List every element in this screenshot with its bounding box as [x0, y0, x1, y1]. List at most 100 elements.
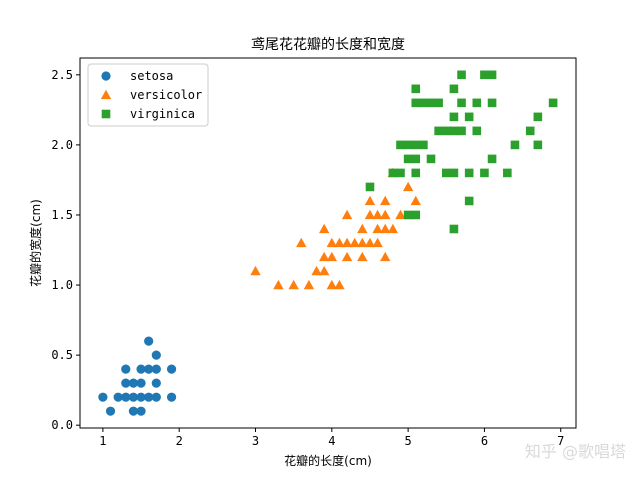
data-point-setosa — [121, 378, 131, 388]
data-point-virginica — [426, 154, 436, 164]
data-point-setosa — [136, 378, 146, 388]
data-point-setosa — [136, 392, 146, 402]
x-tick-label: 2 — [176, 434, 183, 448]
data-point-versicolor — [326, 237, 338, 248]
data-point-virginica — [396, 168, 405, 178]
data-point-virginica — [510, 140, 520, 150]
data-point-versicolor — [402, 181, 414, 192]
data-point-versicolor — [334, 237, 345, 248]
y-tick-label: 2.0 — [51, 138, 73, 152]
x-axis-label: 花瓣的长度(cm) — [284, 453, 372, 468]
data-point-virginica — [411, 168, 421, 178]
data-point-versicolor — [303, 279, 315, 290]
data-point-virginica — [403, 210, 413, 220]
data-point-setosa — [166, 392, 177, 402]
legend-label-versicolor: versicolor — [130, 88, 202, 102]
data-point-virginica — [449, 168, 459, 178]
data-point-versicolor — [318, 223, 330, 234]
data-point-virginica — [403, 140, 413, 150]
x-tick-label: 5 — [405, 434, 412, 448]
data-point-setosa — [128, 378, 139, 388]
data-point-virginica — [411, 140, 421, 150]
y-tick-label: 2.5 — [51, 68, 73, 82]
data-point-versicolor — [318, 265, 330, 276]
data-point-setosa — [151, 392, 161, 402]
y-tick-label: 0.0 — [51, 418, 73, 432]
chart-title: 鸢尾花花瓣的长度和宽度 — [251, 36, 405, 53]
data-point-virginica — [449, 224, 459, 234]
data-point-setosa — [128, 406, 139, 416]
data-point-versicolor — [380, 195, 391, 206]
data-point-versicolor — [296, 237, 307, 248]
data-point-virginica — [525, 126, 535, 136]
x-ticks: 1 2 3 4 5 6 7 — [99, 428, 564, 448]
axes-frame — [79, 57, 577, 429]
x-tick-label: 7 — [557, 434, 564, 448]
data-point-virginica — [548, 98, 558, 108]
data-point-versicolor — [273, 279, 284, 290]
data-point-virginica — [411, 154, 421, 164]
x-tick-label: 3 — [252, 434, 259, 448]
y-tick-label: 0.5 — [51, 348, 73, 362]
data-point-versicolor — [387, 223, 399, 234]
data-point-virginica — [449, 112, 459, 122]
y-tick-label: 1.5 — [51, 208, 73, 222]
data-point-setosa — [105, 406, 116, 416]
data-point-virginica — [464, 196, 474, 206]
watermark: 知乎 @歌唱塔 — [524, 442, 626, 461]
data-point-versicolor — [341, 209, 353, 220]
data-point-versicolor — [372, 209, 383, 220]
data-point-versicolor — [372, 237, 383, 248]
data-point-virginica — [449, 126, 459, 136]
data-point-versicolor — [349, 237, 360, 248]
data-point-setosa — [136, 406, 146, 416]
data-point-setosa — [144, 364, 154, 374]
data-point-virginica — [487, 98, 497, 108]
data-point-virginica — [403, 154, 413, 164]
data-point-virginica — [533, 112, 543, 122]
data-point-virginica — [503, 168, 512, 178]
data-point-versicolor — [318, 251, 330, 262]
data-point-virginica — [457, 70, 466, 80]
plot-area — [98, 70, 558, 416]
legend-marker-virginica — [101, 109, 111, 119]
data-point-versicolor — [311, 265, 322, 276]
y-axis-label: 花瓣的宽度(cm) — [28, 199, 43, 287]
data-point-virginica — [419, 140, 428, 150]
data-point-versicolor — [357, 237, 368, 248]
data-point-setosa — [121, 364, 131, 374]
data-point-virginica — [480, 168, 489, 178]
data-point-setosa — [144, 392, 154, 402]
data-point-versicolor — [288, 279, 299, 290]
data-point-versicolor — [395, 209, 406, 220]
x-tick-label: 4 — [328, 434, 335, 448]
data-point-setosa — [98, 392, 108, 402]
data-point-setosa — [151, 350, 161, 360]
data-point-virginica — [426, 98, 436, 108]
data-point-virginica — [365, 182, 375, 192]
data-point-virginica — [388, 168, 398, 178]
data-point-virginica — [396, 140, 405, 150]
data-point-virginica — [487, 154, 497, 164]
data-point-setosa — [151, 364, 161, 374]
data-point-versicolor — [357, 251, 368, 262]
data-point-virginica — [434, 98, 443, 108]
data-point-virginica — [449, 84, 459, 94]
data-point-versicolor — [372, 223, 383, 234]
x-tick-label: 6 — [481, 434, 488, 448]
data-point-virginica — [419, 98, 428, 108]
y-tick-label: 1.0 — [51, 278, 73, 292]
data-point-virginica — [464, 112, 474, 122]
data-point-setosa — [136, 364, 146, 374]
legend-marker-setosa — [101, 71, 111, 81]
legend-box — [87, 63, 209, 127]
data-point-versicolor — [341, 251, 353, 262]
data-point-virginica — [411, 84, 421, 94]
data-point-setosa — [113, 392, 123, 402]
data-point-setosa — [166, 364, 177, 374]
data-point-versicolor — [357, 223, 368, 234]
data-point-setosa — [144, 336, 154, 346]
y-ticks: 0.0 0.5 1.0 1.5 2.0 2.5 — [51, 68, 80, 432]
data-point-versicolor — [250, 265, 261, 276]
data-point-setosa — [151, 378, 161, 388]
